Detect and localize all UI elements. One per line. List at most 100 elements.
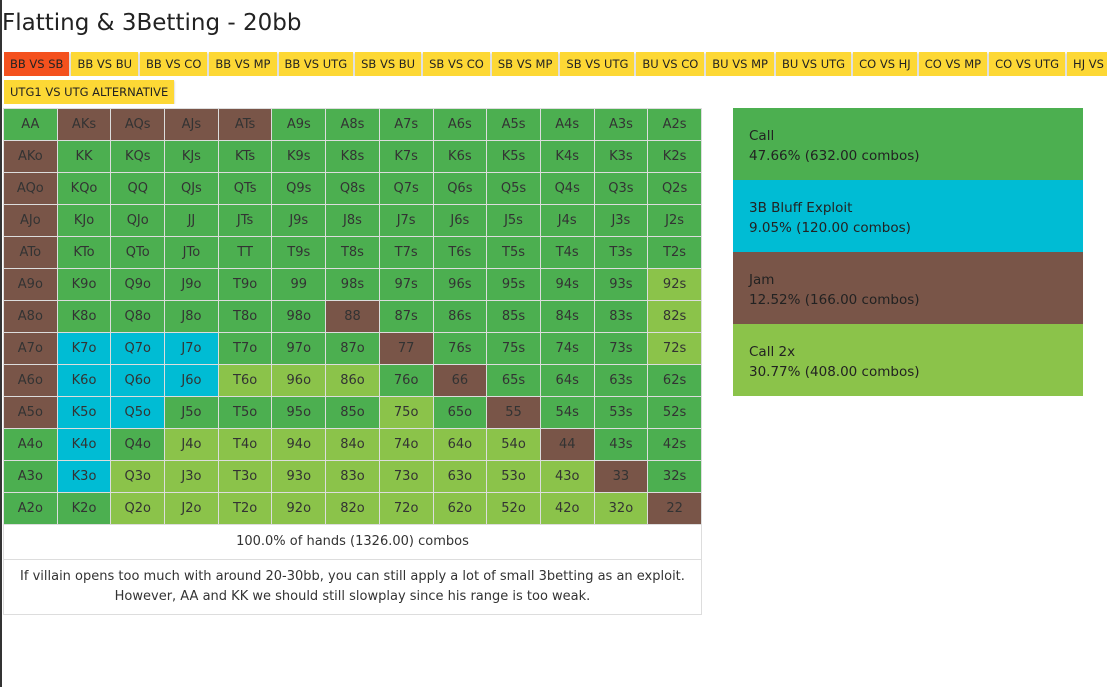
hand-cell: A8s xyxy=(325,108,380,141)
hand-cell: KJo xyxy=(56,204,112,237)
grid-row: AQo KQo QQ QJs QTs Q9s Q8s Q7s Q6s Q5s Q4s Q3s Q2s xyxy=(3,172,702,205)
hand-cell: 76o xyxy=(378,364,434,397)
hand-cell: 63s xyxy=(593,364,649,397)
tab[interactable]: SB VS UTG xyxy=(560,52,635,76)
hand-cell: Q6o xyxy=(110,364,166,397)
hand-cell: J6o xyxy=(164,364,219,397)
hand-cell: J4s xyxy=(539,204,595,237)
legend-name: Call xyxy=(749,128,775,144)
hand-cell: 82s xyxy=(647,300,702,333)
hand-cell: AJo xyxy=(3,204,58,237)
hand-cell: KK xyxy=(56,140,112,173)
tab[interactable]: UTG1 VS UTG ALTERNATIVE xyxy=(4,80,175,104)
hand-cell: A2s xyxy=(647,108,702,141)
grid-row: A4o K4o Q4o J4o T4o 94o 84o 74o 64o 54o 44 43s 42s xyxy=(3,428,702,461)
tab[interactable]: BU VS UTG xyxy=(775,52,852,76)
hand-cell: TT xyxy=(217,236,273,269)
tab[interactable]: BU VS MP xyxy=(706,52,774,76)
legend-detail: 47.66% (632.00 combos) xyxy=(749,148,920,164)
hand-cell: 74o xyxy=(378,428,434,461)
hand-cell: T6s xyxy=(432,236,488,269)
tab[interactable]: BU VS CO xyxy=(636,52,705,76)
grid-row: A3o K3o Q3o J3o T3o 93o 83o 73o 63o 53o 43o 33 32s xyxy=(3,460,702,493)
tab[interactable]: CO VS HJ xyxy=(853,52,917,76)
grid-row: A9o K9o Q9o J9o T9o 99 98s 97s 96s 95s 94s 93s 92s xyxy=(3,268,702,301)
hand-cell: 64o xyxy=(432,428,488,461)
hand-cell: Q8o xyxy=(110,300,166,333)
legend-detail: 12.52% (166.00 combos) xyxy=(749,292,920,308)
hand-cell: J7s xyxy=(378,204,434,237)
hand-cell: KJs xyxy=(164,140,219,173)
legend: Call 47.66% (632.00 combos) 3B Bluff Explo… xyxy=(733,108,1083,396)
hand-cell: Q3o xyxy=(110,460,166,493)
hand-cell: T4o xyxy=(217,428,273,461)
hand-cell: J3o xyxy=(164,460,219,493)
tab[interactable]: SB VS CO xyxy=(423,52,490,76)
hand-cell: J9s xyxy=(271,204,327,237)
grid-footer-row: 100.0% of hands (1326.00) combos xyxy=(3,524,702,560)
hand-cell: 53o xyxy=(486,460,541,493)
tab[interactable]: SB VS MP xyxy=(491,52,559,76)
hand-cell: A2o xyxy=(3,492,58,525)
hand-cell: T7o xyxy=(217,332,273,365)
hand-cell: 77 xyxy=(378,332,434,365)
hand-cell: K3s xyxy=(593,140,649,173)
hand-cell: 84s xyxy=(539,300,595,333)
hand-cell: T8o xyxy=(217,300,273,333)
hand-cell: A4o xyxy=(3,428,58,461)
hand-cell: 98s xyxy=(325,268,380,301)
hand-cell: T7s xyxy=(378,236,434,269)
hand-cell: J5o xyxy=(164,396,219,429)
hand-cell: JTs xyxy=(217,204,273,237)
hand-cell: 95s xyxy=(486,268,541,301)
hand-cell: J8s xyxy=(325,204,380,237)
hand-cell: JJ xyxy=(164,204,219,237)
hand-cell: K8o xyxy=(56,300,112,333)
hand-cell: J8o xyxy=(164,300,219,333)
hand-cell: T8s xyxy=(325,236,380,269)
tab[interactable]: BB VS BU xyxy=(71,52,139,76)
hand-cell: Q3s xyxy=(593,172,649,205)
tab[interactable]: SB VS BU xyxy=(355,52,422,76)
hand-cell: J9o xyxy=(164,268,219,301)
hand-cell: K4s xyxy=(539,140,595,173)
hand-cell: 63o xyxy=(432,460,488,493)
hand-cell: KTs xyxy=(217,140,273,173)
hand-cell: K6o xyxy=(56,364,112,397)
tab[interactable]: BB VS SB xyxy=(4,52,70,76)
hand-cell: A4s xyxy=(539,108,595,141)
tab[interactable]: BB VS UTG xyxy=(278,52,354,76)
hand-cell: 83s xyxy=(593,300,649,333)
grid-row: ATo KTo QTo JTo TT T9s T8s T7s T6s T5s T4s T3s T2s xyxy=(3,236,702,269)
tab[interactable]: CO VS MP xyxy=(918,52,988,76)
hand-cell: 95o xyxy=(271,396,327,429)
hand-cell: 62s xyxy=(647,364,702,397)
hand-cell: 86o xyxy=(325,364,380,397)
tab[interactable]: BB VS MP xyxy=(209,52,277,76)
hand-cell: T2o xyxy=(217,492,273,525)
hand-cell: Q7o xyxy=(110,332,166,365)
hand-cell: K6s xyxy=(432,140,488,173)
hand-cell: Q9o xyxy=(110,268,166,301)
legend-entry: Call 2x 30.77% (408.00 combos) xyxy=(733,324,1083,396)
hand-cell: 99 xyxy=(271,268,327,301)
hand-cell: A8o xyxy=(3,300,58,333)
hand-cell: J2s xyxy=(647,204,702,237)
tab[interactable]: HJ VS UTG xyxy=(1067,52,1107,76)
hand-cell: T3o xyxy=(217,460,273,493)
hand-cell: QQ xyxy=(110,172,166,205)
hand-cell: J4o xyxy=(164,428,219,461)
hand-cell: 98o xyxy=(271,300,327,333)
hand-cell: 94o xyxy=(271,428,327,461)
tab[interactable]: CO VS UTG xyxy=(989,52,1066,76)
hand-cell: Q5s xyxy=(486,172,541,205)
hand-cell: A9s xyxy=(271,108,327,141)
tab[interactable]: BB VS CO xyxy=(140,52,208,76)
grid-row: A7o K7o Q7o J7o T7o 97o 87o 77 76s 75s 74s 73s 72s xyxy=(3,332,702,365)
hand-cell: 43s xyxy=(593,428,649,461)
hand-cell: AJs xyxy=(164,108,219,141)
legend-detail: 9.05% (120.00 combos) xyxy=(749,220,911,236)
hand-cell: A7s xyxy=(378,108,434,141)
hand-cell: T3s xyxy=(593,236,649,269)
hand-cell: 43o xyxy=(539,460,595,493)
